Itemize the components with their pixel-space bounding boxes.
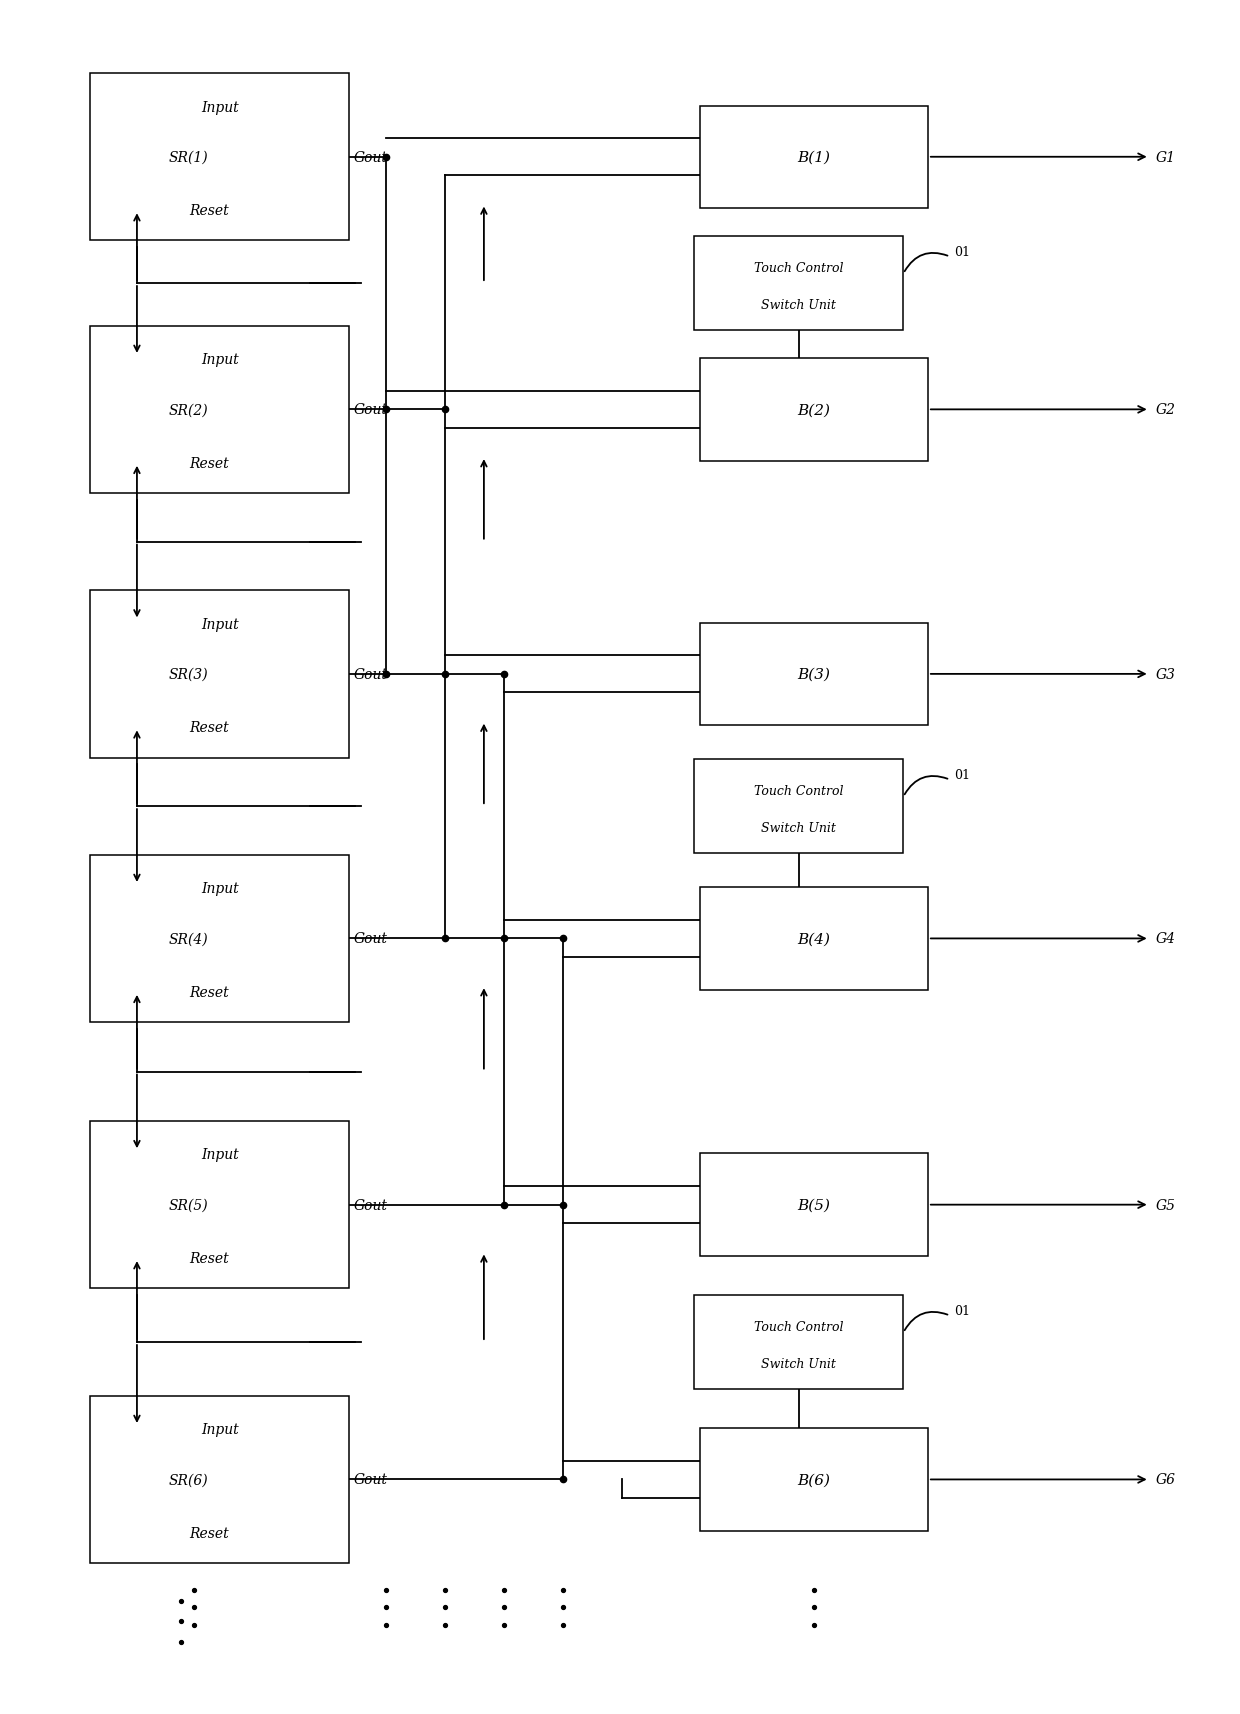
Bar xyxy=(91,327,348,494)
Text: G1: G1 xyxy=(1156,151,1176,165)
Text: Gout: Gout xyxy=(353,667,388,682)
Text: Gout: Gout xyxy=(353,1472,388,1486)
Bar xyxy=(701,1428,928,1531)
Text: Input: Input xyxy=(201,1148,238,1162)
Text: B(5): B(5) xyxy=(797,1198,831,1212)
Text: G6: G6 xyxy=(1156,1472,1176,1486)
Text: 01: 01 xyxy=(954,768,970,782)
Text: Touch Control: Touch Control xyxy=(754,262,843,274)
Text: Input: Input xyxy=(201,881,238,896)
Text: G2: G2 xyxy=(1156,403,1176,417)
Text: Reset: Reset xyxy=(190,204,229,218)
Text: Reset: Reset xyxy=(190,986,229,999)
Bar xyxy=(91,1121,348,1289)
Text: Touch Control: Touch Control xyxy=(754,1320,843,1333)
Text: Input: Input xyxy=(201,353,238,367)
Text: 01: 01 xyxy=(954,1304,970,1316)
Text: Gout: Gout xyxy=(353,932,388,946)
Text: G5: G5 xyxy=(1156,1198,1176,1212)
Text: B(1): B(1) xyxy=(797,151,831,165)
Bar xyxy=(91,855,348,1023)
Text: 01: 01 xyxy=(954,245,970,259)
Text: B(6): B(6) xyxy=(797,1472,831,1486)
Text: SR(4): SR(4) xyxy=(169,932,208,946)
Text: Reset: Reset xyxy=(190,456,229,471)
Text: Switch Unit: Switch Unit xyxy=(761,1357,836,1369)
Bar xyxy=(694,1296,903,1388)
Text: G4: G4 xyxy=(1156,932,1176,946)
Bar xyxy=(701,624,928,725)
Text: B(4): B(4) xyxy=(797,932,831,946)
Bar xyxy=(701,106,928,209)
Bar xyxy=(694,759,903,854)
Text: Reset: Reset xyxy=(190,722,229,735)
Bar xyxy=(701,1154,928,1256)
Text: SR(1): SR(1) xyxy=(169,151,208,165)
Text: Switch Unit: Switch Unit xyxy=(761,298,836,312)
Bar xyxy=(694,237,903,331)
Text: Reset: Reset xyxy=(190,1525,229,1541)
Text: Touch Control: Touch Control xyxy=(754,785,843,797)
Text: Input: Input xyxy=(201,1423,238,1436)
Text: Gout: Gout xyxy=(353,151,388,165)
Text: B(3): B(3) xyxy=(797,667,831,682)
Bar xyxy=(91,591,348,758)
Text: Input: Input xyxy=(201,101,238,115)
Bar xyxy=(701,888,928,991)
Text: Gout: Gout xyxy=(353,1198,388,1212)
Text: Switch Unit: Switch Unit xyxy=(761,821,836,835)
Text: Gout: Gout xyxy=(353,403,388,417)
Text: SR(3): SR(3) xyxy=(169,667,208,682)
Text: SR(2): SR(2) xyxy=(169,403,208,417)
Text: B(2): B(2) xyxy=(797,403,831,417)
Text: G3: G3 xyxy=(1156,667,1176,682)
Text: Reset: Reset xyxy=(190,1251,229,1265)
Bar xyxy=(701,358,928,461)
Text: SR(5): SR(5) xyxy=(169,1198,208,1212)
Text: Input: Input xyxy=(201,617,238,631)
Text: SR(6): SR(6) xyxy=(169,1472,208,1486)
Bar xyxy=(91,1395,348,1563)
Bar xyxy=(91,74,348,242)
